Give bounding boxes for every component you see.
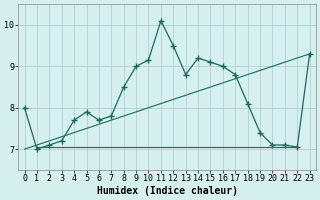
- X-axis label: Humidex (Indice chaleur): Humidex (Indice chaleur): [97, 186, 237, 196]
